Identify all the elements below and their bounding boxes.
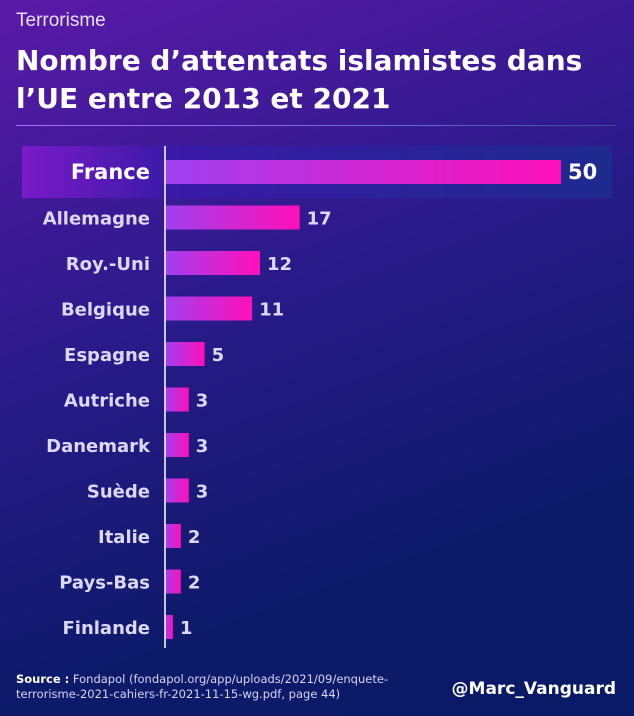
category-label-autriche: Autriche <box>64 391 150 412</box>
category-label-espagne: Espagne <box>64 345 150 366</box>
source-text: Fondapol (fondapol.org/app/uploads/2021/… <box>16 672 389 701</box>
bar-autriche <box>165 387 189 412</box>
category-label-pays-bas: Pays-Bas <box>59 573 150 594</box>
value-label-italie: 2 <box>188 527 201 548</box>
category-label-belgique: Belgique <box>61 300 150 321</box>
category-label-france: France <box>71 160 150 184</box>
page-title: Nombre d’attentats islamistes dans l’UE … <box>16 42 616 118</box>
bar-italie <box>165 524 181 548</box>
category-label-danemark: Danemark <box>46 436 151 457</box>
value-label-autriche: 3 <box>196 391 209 412</box>
author-handle: @Marc_Vanguard <box>451 679 616 699</box>
kicker: Terrorisme <box>16 10 106 31</box>
title-line-2: l’UE entre 2013 et 2021 <box>16 82 391 115</box>
bar-espagne <box>165 342 205 366</box>
value-label-espagne: 5 <box>212 345 225 366</box>
title-divider <box>16 125 616 126</box>
category-label-italie: Italie <box>98 527 150 548</box>
category-label-roy-uni: Roy.-Uni <box>66 254 150 275</box>
source-label: Source : <box>16 672 70 686</box>
bar-france <box>165 160 561 184</box>
title-line-1: Nombre d’attentats islamistes dans <box>16 44 583 77</box>
category-label-su-de: Suède <box>87 482 150 503</box>
value-label-danemark: 3 <box>196 436 209 457</box>
bar-danemark <box>165 433 189 457</box>
value-label-pays-bas: 2 <box>188 573 201 594</box>
value-label-belgique: 11 <box>259 300 284 321</box>
bar-allemagne <box>165 205 300 230</box>
bar-pays-bas <box>165 569 181 594</box>
bar-su-de <box>165 478 189 503</box>
bar-finlande <box>165 615 173 639</box>
value-label-allemagne: 17 <box>307 209 332 230</box>
bar-roy-uni <box>165 251 261 275</box>
category-label-allemagne: Allemagne <box>43 209 150 230</box>
source-note: Source : Fondapol (fondapol.org/app/uplo… <box>16 672 426 702</box>
value-label-roy-uni: 12 <box>267 254 292 275</box>
value-label-france: 50 <box>568 160 597 184</box>
value-label-su-de: 3 <box>196 482 209 503</box>
category-label-finlande: Finlande <box>62 618 150 639</box>
bar-belgique <box>165 296 253 321</box>
value-label-finlande: 1 <box>180 618 193 639</box>
